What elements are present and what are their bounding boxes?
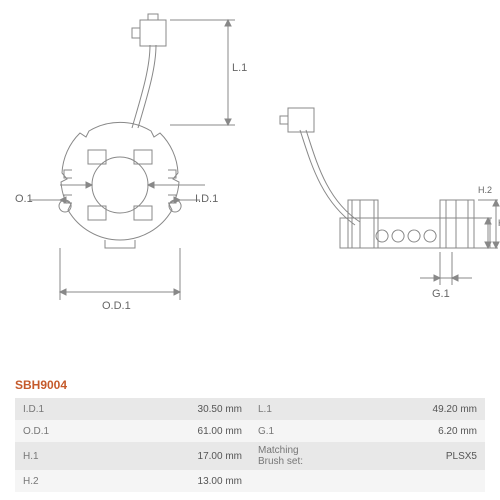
dim-label-h2: H.2 (478, 185, 492, 195)
spec-key (250, 470, 327, 492)
spec-key: H.1 (15, 442, 92, 470)
part-code: SBH9004 (15, 378, 67, 392)
spec-val (327, 470, 485, 492)
table-row: H.2 13.00 mm (15, 470, 485, 492)
table-row: O.D.1 61.00 mm G.1 6.20 mm (15, 420, 485, 442)
dim-label-od1: O.D.1 (102, 300, 131, 312)
spec-val: 6.20 mm (327, 420, 485, 442)
dim-label-g1: G.1 (432, 288, 450, 300)
spec-val: 13.00 mm (92, 470, 250, 492)
drawing-svg (0, 0, 500, 380)
dim-label-id1: I.D.1 (195, 193, 218, 205)
table-row: I.D.1 30.50 mm L.1 49.20 mm (15, 398, 485, 420)
spec-key: Matching Brush set: (250, 442, 327, 470)
dim-label-l1: L.1 (232, 62, 247, 74)
spec-val: 17.00 mm (92, 442, 250, 470)
spec-key: L.1 (250, 398, 327, 420)
table-row: H.1 17.00 mm Matching Brush set: PLSX5 (15, 442, 485, 470)
spec-val: 30.50 mm (92, 398, 250, 420)
dim-label-o1: O.1 (15, 193, 33, 205)
spec-key: H.2 (15, 470, 92, 492)
spec-val: 61.00 mm (92, 420, 250, 442)
spec-val: PLSX5 (327, 442, 485, 470)
spec-val: 49.20 mm (327, 398, 485, 420)
spec-key: I.D.1 (15, 398, 92, 420)
spec-key: G.1 (250, 420, 327, 442)
spec-table: I.D.1 30.50 mm L.1 49.20 mm O.D.1 61.00 … (15, 398, 485, 492)
spec-key: O.D.1 (15, 420, 92, 442)
technical-drawing: L.1 O.1 I.D.1 O.D.1 G.1 H.2 H.1 (0, 0, 500, 380)
